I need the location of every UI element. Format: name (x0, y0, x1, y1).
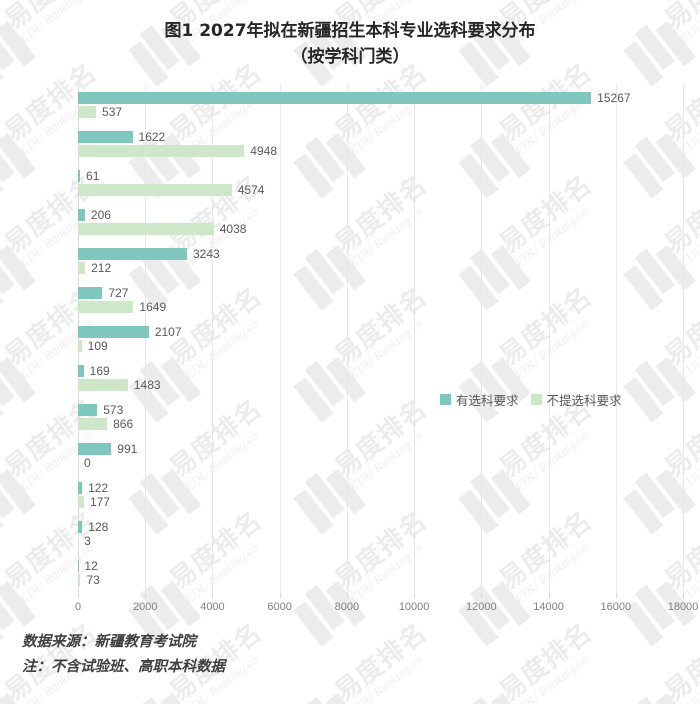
bar-value-label: 866 (113, 417, 134, 432)
bar-segment[interactable] (78, 418, 108, 431)
bar-value-label: 727 (108, 285, 129, 300)
bar-segment[interactable] (78, 379, 128, 392)
bar-value-label: 4948 (250, 143, 277, 158)
bar-value-label: 573 (103, 403, 124, 418)
chart-legend: 有选科要求 不提选科要求 (440, 390, 622, 409)
bar-segment[interactable] (78, 286, 103, 299)
bar-segment[interactable] (78, 365, 84, 378)
x-axis-tick-label: 0 (74, 601, 82, 613)
legend-swatch-icon-1 (530, 394, 542, 405)
bar-segment[interactable] (78, 208, 85, 221)
bar-value-label: 1649 (139, 299, 167, 314)
x-axis-tick-label: 8000 (334, 601, 360, 613)
x-axis-tick-label: 14000 (533, 601, 564, 613)
bar-segment[interactable] (78, 443, 112, 456)
legend-item-1[interactable]: 不提选科要求 (530, 390, 622, 409)
x-gridline (481, 85, 483, 593)
x-axis-tick-label: 2000 (132, 601, 158, 613)
legend-swatch-icon-0 (440, 394, 451, 405)
x-axis-tick (346, 593, 348, 598)
x-axis-tick-label: 10000 (398, 601, 430, 613)
chart-footer: 数据来源：新疆教育考试院 注：不含试验班、高职本科数据 (22, 630, 225, 680)
bar-value-label: 0 (84, 456, 91, 471)
bar-value-label: 169 (89, 364, 110, 379)
x-gridline (78, 85, 79, 593)
x-axis-tick-label: 12000 (466, 601, 497, 613)
bar-segment[interactable] (78, 169, 81, 182)
chart-title: 图1 2027年拟在新疆招生本科专业选科要求分布 （按学科门类） (0, 18, 700, 70)
bar-value-label: 122 (88, 481, 109, 496)
chart-title-line1: 图1 2027年拟在新疆招生本科专业选科要求分布 (164, 21, 536, 41)
legend-label-0: 有选科要求 (456, 393, 519, 408)
x-axis-tick (615, 593, 617, 598)
x-gridline (615, 85, 617, 593)
bar-segment[interactable] (78, 105, 97, 118)
x-gridline (683, 85, 684, 593)
bar-segment[interactable] (78, 482, 83, 495)
x-axis-tick-label: 4000 (200, 601, 225, 613)
exclusion-note: 注：不含试验班、高职本科数据 (22, 659, 225, 675)
source-note: 数据来源：新疆教育考试院 (22, 634, 196, 650)
bar-value-label: 73 (86, 573, 100, 588)
bar-value-label: 128 (88, 520, 109, 535)
bar-value-label: 4038 (219, 221, 247, 236)
x-axis-tick (145, 593, 147, 598)
bar-value-label: 206 (90, 207, 111, 222)
bar-value-label: 991 (117, 442, 138, 457)
bar-segment[interactable] (78, 574, 81, 587)
bar-value-label: 61 (86, 168, 100, 183)
bar-segment[interactable] (78, 144, 245, 157)
bar-segment[interactable] (78, 247, 187, 260)
bar-value-label: 15267 (597, 90, 631, 105)
bar-segment[interactable] (78, 300, 134, 313)
x-axis-tick (279, 593, 281, 598)
legend-item-0[interactable]: 有选科要求 (440, 390, 519, 409)
bar-segment[interactable] (78, 130, 133, 143)
bar-value-label: 1483 (133, 378, 161, 393)
x-axis-tick (414, 593, 416, 598)
x-axis-tick (212, 593, 214, 598)
x-gridline (145, 85, 147, 593)
bar-value-label: 1622 (138, 129, 166, 144)
x-axis-tick-label: 16000 (600, 601, 632, 613)
bar-value-label: 3243 (193, 246, 220, 261)
bar-value-label: 4574 (237, 182, 265, 197)
chart-title-line2: （按学科门类） (290, 47, 410, 67)
bar-segment[interactable] (78, 261, 86, 274)
bar-segment[interactable] (78, 222, 214, 235)
x-axis-tick-label: 18000 (667, 601, 699, 613)
bar-value-label: 212 (91, 260, 112, 275)
bar-segment[interactable] (78, 91, 592, 104)
bar-value-label: 177 (89, 495, 110, 510)
bar-segment[interactable] (78, 404, 98, 417)
bar-value-label: 2107 (154, 325, 182, 339)
bar-value-label: 537 (102, 104, 123, 119)
bar-value-label: 12 (84, 559, 98, 574)
x-axis-tick (481, 593, 483, 598)
x-gridline (212, 85, 214, 593)
x-axis-tick-label: 6000 (267, 601, 292, 613)
plot-area: 0 2000 4000 6000 8000 10000 12000 14000 16000 180… (75, 85, 698, 613)
bar-segment[interactable] (78, 496, 84, 509)
x-gridline (548, 85, 550, 593)
bar-segment[interactable] (78, 521, 83, 534)
legend-label-1: 不提选科要求 (546, 393, 622, 408)
bar-segment[interactable] (78, 183, 232, 196)
x-axis-tick (683, 593, 684, 598)
bar-segment[interactable] (78, 340, 82, 352)
x-axis-tick (548, 593, 550, 598)
bar-value-label: 109 (87, 339, 108, 353)
x-gridline (414, 85, 416, 593)
bar-segment[interactable] (78, 326, 149, 338)
bar-value-label: 3 (84, 534, 91, 549)
x-gridline (346, 85, 348, 593)
x-axis-tick (78, 593, 79, 598)
x-gridline (279, 85, 281, 593)
